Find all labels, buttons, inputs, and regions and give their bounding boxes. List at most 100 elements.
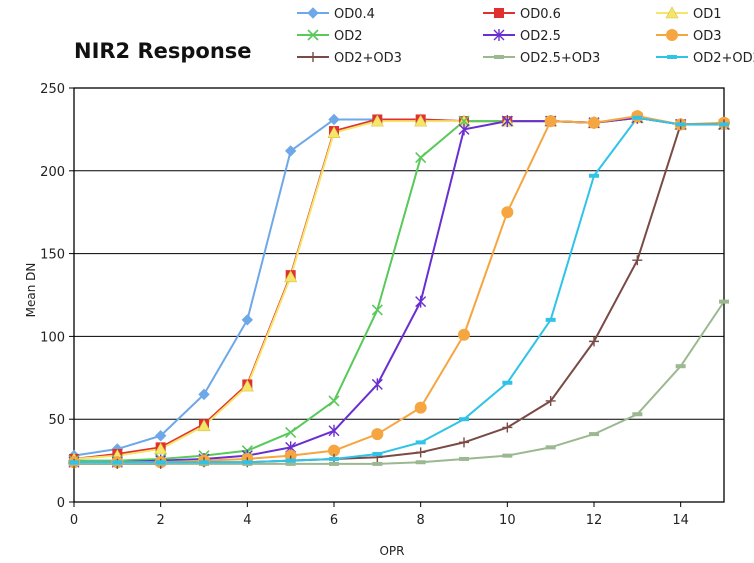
data-point-od3	[371, 428, 384, 441]
legend-label: OD0.4	[334, 7, 375, 22]
legend-item-od2: OD2	[297, 29, 363, 44]
data-point-od2-od3	[632, 255, 643, 266]
y-tick-label: 0	[57, 496, 65, 511]
data-point-od2-od2-5	[675, 122, 686, 127]
data-point-od3	[501, 206, 514, 219]
data-point-od0-4	[198, 388, 210, 401]
data-point-od2-5-od3	[589, 432, 599, 437]
legend-label: OD2+OD2.5	[693, 51, 754, 66]
x-tick-label: 0	[70, 513, 78, 528]
data-point-od2-od2-5	[632, 115, 643, 120]
data-point-od1	[197, 419, 211, 432]
y-axis-label: Mean DN	[24, 263, 38, 318]
data-point-od2-5-od3	[415, 460, 426, 465]
data-point-od1	[240, 379, 254, 392]
legend-label: OD0.6	[520, 7, 561, 22]
data-point-od2	[328, 395, 340, 407]
data-point-od2-5	[458, 123, 470, 136]
data-point-od2-od2-5	[69, 460, 79, 465]
series-points-od2-od3	[69, 119, 729, 469]
data-point-od2-od3	[502, 422, 513, 433]
data-point-od2-5	[501, 115, 513, 128]
plot-border	[73, 87, 725, 503]
y-tick-label: 150	[40, 248, 65, 263]
data-point-od2-od2-5	[199, 460, 209, 465]
legend-swatch-marker	[494, 55, 504, 59]
data-point-od0-4	[241, 314, 254, 326]
plot-area	[73, 87, 725, 503]
data-point-od3	[544, 115, 557, 128]
legend-item-od2-5-od3: OD2.5+OD3	[483, 51, 600, 66]
series-line-od2-od3	[74, 123, 724, 465]
data-point-od2	[371, 304, 383, 316]
x-tick-label: 6	[330, 513, 338, 528]
data-point-od2-5	[371, 378, 383, 391]
x-axis-label: OPR	[379, 544, 404, 558]
data-point-od2-5-od3	[545, 445, 556, 450]
data-point-od1	[370, 114, 384, 127]
data-point-od2-od2-5	[155, 460, 166, 465]
data-point-od2-od3	[415, 447, 426, 458]
data-point-od2	[458, 115, 470, 127]
legend-label: OD1	[693, 7, 722, 22]
data-point-od2-od2-5	[502, 380, 513, 385]
data-point-od0-4	[154, 430, 167, 442]
data-point-od2-od2-5	[415, 440, 426, 445]
legend-swatch-marker	[307, 7, 319, 19]
data-point-od1	[327, 126, 341, 139]
series-line-od2-5	[74, 116, 724, 464]
data-point-od2-od3	[459, 437, 469, 448]
data-point-od2	[285, 426, 297, 439]
data-point-od2-od2-5	[719, 122, 729, 127]
legend-label: OD2.5	[520, 29, 561, 44]
series-points-od1	[67, 111, 731, 465]
y-tick-label: 200	[40, 165, 65, 180]
data-point-od1	[414, 114, 428, 127]
series-points-od0-6	[69, 112, 729, 464]
series-points-od2-5-od3	[69, 299, 729, 466]
chart-title: NIR2 Response	[74, 39, 252, 63]
legend-swatch-marker	[667, 55, 677, 59]
legend-item-od0-4: OD0.4	[297, 7, 375, 22]
series-points-od0-4	[68, 112, 730, 462]
legend: OD0.4 OD0.6 OD1 OD2 OD2.5 OD3 OD2+OD3 OD2.5+OD3…	[297, 6, 754, 66]
data-point-od2-5-od3	[502, 453, 513, 458]
gridlines	[74, 170, 724, 420]
legend-swatch-marker	[493, 29, 505, 41]
x-tick-label: 8	[417, 513, 425, 528]
legend-item-od2-5: OD2.5	[483, 29, 561, 44]
legend-label: OD2	[334, 29, 363, 44]
legend-label: OD2.5+OD3	[520, 51, 600, 66]
data-point-od2-5-od3	[632, 412, 643, 417]
series-points-od3	[68, 110, 730, 469]
series-line-od2	[74, 116, 724, 462]
x-tick-label: 4	[243, 513, 251, 528]
data-point-od2-5-od3	[329, 461, 339, 466]
data-point-od2-od2-5	[589, 173, 599, 178]
data-point-od2-5-od3	[285, 461, 296, 466]
series-lines	[73, 115, 725, 465]
series-line-od2-5-od3	[74, 301, 725, 465]
data-point-od2-od2-5	[285, 458, 296, 463]
series-line-od2-od2-5	[74, 116, 724, 464]
x-tick-label: 12	[586, 513, 603, 528]
legend-swatch-marker	[307, 29, 319, 41]
data-point-od2	[415, 151, 427, 164]
y-tick-label: 250	[40, 82, 65, 97]
data-point-od2-5-od3	[459, 456, 469, 461]
series-line-od1	[73, 116, 724, 460]
data-point-od2-od2-5	[242, 460, 253, 465]
series-line-od3	[74, 115, 725, 464]
data-point-od1	[154, 442, 168, 455]
x-tick-label: 14	[672, 513, 689, 528]
legend-swatch-marker	[494, 8, 504, 18]
legend-item-od3: OD3	[656, 29, 722, 44]
legend-item-od1: OD1	[656, 6, 722, 22]
data-point-od2-od3	[545, 395, 556, 406]
series-points-od2-5	[68, 111, 730, 469]
data-point-od1	[284, 270, 298, 283]
legend-swatch-marker	[665, 6, 679, 19]
data-point-od3	[414, 401, 427, 414]
series-points-od2	[68, 112, 730, 467]
